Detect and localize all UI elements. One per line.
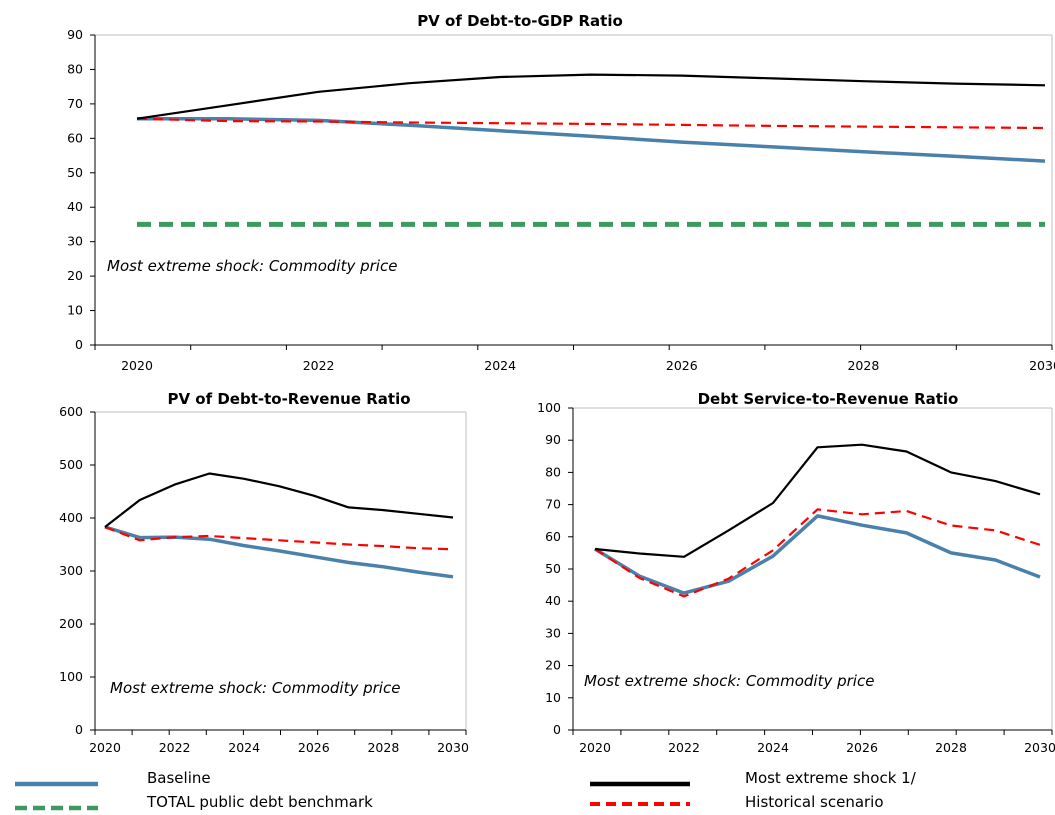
series-line-baseline: [594, 514, 1041, 595]
y-tick-label: 200: [59, 616, 83, 631]
series-line-extreme: [594, 443, 1041, 558]
y-tick-label: 300: [59, 563, 83, 578]
y-tick-label: 0: [553, 722, 561, 737]
y-tick-label: 80: [67, 61, 83, 76]
y-tick-label: 70: [545, 497, 561, 512]
legend-label-extreme: Most extreme shock 1/: [745, 769, 917, 787]
y-tick-label: 100: [59, 669, 83, 684]
chart-debt-to-revenue: PV of Debt-to-Revenue Ratio 0 100 200 300 40…: [59, 390, 469, 755]
y-tick-label: 60: [67, 130, 83, 145]
y-tick-label: 60: [545, 529, 561, 544]
series-line-historical: [104, 525, 454, 551]
series-line-baseline: [104, 525, 454, 579]
y-tick-label: 20: [67, 268, 83, 283]
y-axis-ticks: 0 100 200 300 400 500 600: [59, 404, 95, 737]
y-tick-label: 0: [75, 337, 83, 352]
x-tick-label: 2028: [367, 740, 399, 755]
x-axis-ticks: 2020 2022 2024 2026 2028 2030: [572, 730, 1055, 755]
chart-debt-to-gdp: PV of Debt-to-GDP Ratio 0102030405060708…: [67, 12, 1055, 373]
x-tick-label: 2020: [89, 740, 121, 755]
x-tick-label: 2022: [303, 358, 335, 373]
y-tick-label: 500: [59, 457, 83, 472]
y-tick-label: 400: [59, 510, 83, 525]
y-tick-label: 40: [67, 199, 83, 214]
x-tick-label: 2024: [484, 358, 516, 373]
y-tick-label: 20: [545, 658, 561, 673]
x-tick-label: 2020: [121, 358, 153, 373]
x-axis-ticks: 2020 2022 2024 2026 2028 2030: [89, 730, 469, 755]
y-tick-label: 100: [537, 400, 561, 415]
chart-title: Debt Service-to-Revenue Ratio: [698, 390, 959, 408]
x-tick-label: 2028: [935, 740, 967, 755]
x-tick-label: 2020: [579, 740, 611, 755]
x-tick-label: 2028: [847, 358, 879, 373]
y-tick-label: 0: [75, 722, 83, 737]
legend-label-baseline: Baseline: [147, 769, 211, 787]
chart-debt-service-to-revenue: Debt Service-to-Revenue Ratio 0102030405…: [537, 390, 1055, 755]
legend-label-historical: Historical scenario: [745, 793, 884, 811]
x-tick-label: 2026: [846, 740, 878, 755]
annotation-text: Most extreme shock: Commodity price: [107, 257, 397, 275]
y-axis-ticks: 0 10 20 30 40 50 60 70 80 90 100: [537, 400, 573, 737]
series-line-historical: [136, 117, 1046, 130]
legend-label-benchmark: TOTAL public debt benchmark: [146, 793, 373, 811]
series-lines: [104, 472, 454, 579]
chart-title: PV of Debt-to-GDP Ratio: [417, 12, 623, 30]
legend-item-benchmark: TOTAL public debt benchmark: [15, 793, 373, 811]
series-line-extreme: [136, 73, 1046, 120]
legend-item-historical: Historical scenario: [590, 793, 884, 811]
series-lines: [136, 73, 1046, 227]
series-lines: [594, 443, 1041, 598]
y-tick-label: 90: [545, 432, 561, 447]
x-tick-label: 2026: [666, 358, 698, 373]
x-tick-label: 2030: [1029, 358, 1055, 373]
x-tick-label: 2022: [668, 740, 700, 755]
x-tick-label: 2030: [437, 740, 469, 755]
y-tick-label: 30: [545, 625, 561, 640]
series-line-extreme: [104, 472, 454, 528]
series-line-historical: [594, 508, 1041, 598]
x-tick-label: 2022: [159, 740, 191, 755]
legend-item-extreme: Most extreme shock 1/: [590, 769, 917, 787]
y-tick-label: 40: [545, 593, 561, 608]
annotation-text: Most extreme shock: Commodity price: [110, 679, 400, 697]
x-tick-label: 2026: [298, 740, 330, 755]
y-tick-label: 80: [545, 464, 561, 479]
series-line-baseline: [137, 116, 1046, 163]
x-tick-label: 2024: [757, 740, 789, 755]
legend: Baseline TOTAL public debt benchmark Mos…: [15, 769, 917, 811]
legend-item-baseline: Baseline: [15, 769, 211, 787]
y-tick-label: 70: [67, 96, 83, 111]
x-tick-label: 2024: [228, 740, 260, 755]
y-tick-label: 30: [67, 234, 83, 249]
y-tick-label: 50: [545, 561, 561, 576]
y-tick-label: 10: [545, 690, 561, 705]
y-tick-label: 50: [67, 165, 83, 180]
x-axis-ticks: 2020 2022 2024 2026 2028 2030: [94, 345, 1055, 373]
y-tick-label: 600: [59, 404, 83, 419]
y-axis-ticks: 0 10 20 30 40 50 60 70 80 90: [67, 27, 95, 352]
x-tick-label: 2030: [1024, 740, 1055, 755]
y-tick-label: 10: [67, 303, 83, 318]
chart-title: PV of Debt-to-Revenue Ratio: [167, 390, 410, 408]
annotation-text: Most extreme shock: Commodity price: [584, 672, 874, 690]
y-tick-label: 90: [67, 27, 83, 42]
